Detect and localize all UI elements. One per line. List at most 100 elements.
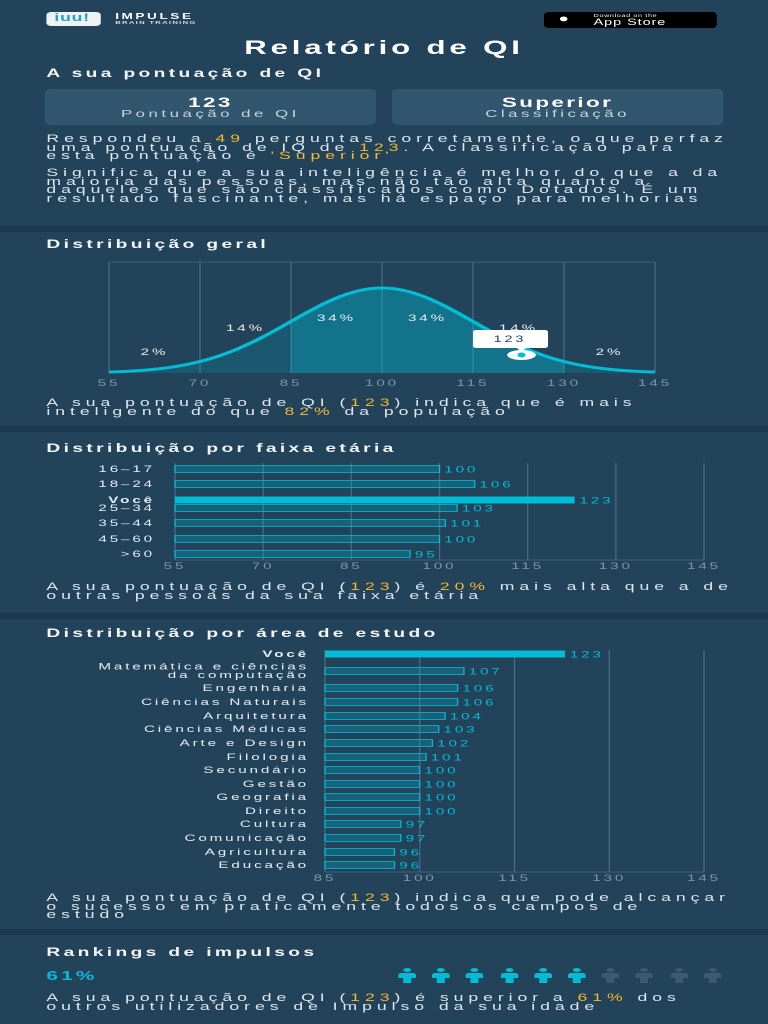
score-marker-dot — [517, 352, 526, 358]
x-tick-label: 130 — [599, 561, 633, 571]
highlight-value: 123 — [350, 992, 395, 1004]
x-tick-label: 100 — [403, 873, 437, 883]
band-label: 14% — [499, 323, 538, 333]
person-icon — [500, 968, 518, 984]
score-card: 123 Pontuação de QI — [44, 89, 377, 125]
value-label: 106 — [462, 697, 496, 707]
divider — [0, 226, 768, 232]
highlight-value: 123 — [350, 397, 395, 409]
value-label: 100 — [425, 779, 459, 789]
band-label: 14% — [226, 323, 265, 333]
category-label: Cultura — [240, 819, 309, 829]
person-icon — [466, 968, 484, 984]
category-label: 18–24 — [98, 479, 155, 489]
category-label: Ciências Médicas — [144, 724, 309, 734]
text-segment: A sua pontuação de QI ( — [46, 992, 351, 1004]
rankings-percent: 61% — [46, 968, 98, 983]
x-tick-label: 55 — [98, 378, 121, 388]
rankings-heading: Rankings de impulsos — [46, 945, 318, 959]
age-text: A sua pontuação de QI (123) é 20% mais a… — [46, 581, 734, 601]
highlight-value: 'Superior' — [270, 150, 394, 163]
category-label: Engenharia — [203, 683, 309, 693]
highlight-value: 123 — [350, 581, 395, 593]
logo[interactable]: iuu! — [46, 12, 101, 26]
page-title: Relatório de QI — [244, 37, 524, 59]
app-store-button[interactable]: ● Download on the App Store — [544, 12, 717, 28]
text-segment: Respondeu a — [46, 133, 216, 145]
x-tick-label: 115 — [498, 873, 531, 883]
highlight-value: 20% — [439, 581, 490, 593]
person-icon — [601, 968, 620, 984]
value-label: 97 — [406, 819, 429, 829]
x-tick-label: 115 — [457, 378, 490, 388]
person-icon — [703, 968, 722, 984]
category-label: Direito — [245, 806, 309, 816]
brand-tagline: BRAIN TRAINING — [115, 21, 197, 26]
bar — [324, 667, 465, 675]
band-label: 2% — [141, 347, 169, 357]
text-segment: A sua pontuação de QI ( — [46, 581, 351, 593]
bar — [324, 739, 434, 747]
bar — [174, 480, 476, 488]
value-label: 103 — [462, 503, 496, 513]
x-tick-label: 130 — [547, 378, 581, 388]
text-segment: perguntas corretamente, o que perfaz uma… — [46, 133, 728, 154]
bar — [175, 496, 575, 504]
age-section — [0, 432, 768, 613]
category-label: Gestão — [243, 779, 309, 789]
value-label: 96 — [399, 847, 422, 857]
category-label: Filologia — [227, 752, 309, 762]
curve-area-highlight — [291, 288, 564, 373]
rankings-section — [0, 935, 768, 1024]
bar — [174, 465, 441, 473]
bar — [324, 684, 459, 692]
x-tick-label: 55 — [164, 561, 187, 571]
value-label: 100 — [444, 464, 478, 474]
bar — [324, 807, 421, 815]
bar — [174, 550, 411, 558]
category-label: Arte e Design — [180, 738, 309, 748]
value-label: 106 — [462, 683, 496, 693]
value-label: 101 — [431, 752, 465, 762]
value-label: 100 — [425, 792, 459, 802]
x-tick-label: 85 — [340, 561, 363, 571]
distribution-section — [0, 232, 768, 426]
category-label: 35–44 — [98, 518, 155, 528]
text-segment: . A classificação para esta pontuação é — [46, 141, 677, 163]
value-label: 100 — [444, 534, 478, 544]
rankings-text: A sua pontuação de QI (123) é superior a… — [46, 992, 734, 1012]
person-icon — [669, 968, 688, 984]
category-label: Geografia — [216, 792, 309, 802]
highlight-value: 123 — [350, 892, 395, 904]
value-label: 123 — [579, 495, 613, 505]
text-segment: ) indica que é mais inteligente do que — [46, 397, 637, 418]
category-label: 16–17 — [98, 464, 155, 474]
x-tick-label: 115 — [511, 561, 544, 571]
bar — [324, 780, 421, 788]
bar — [324, 766, 421, 774]
value-label: 101 — [450, 518, 484, 528]
band-label: 34% — [317, 313, 356, 323]
score-heading: A sua pontuação de QI — [46, 66, 325, 80]
value-label: 103 — [444, 724, 478, 734]
x-tick-label: 85 — [280, 378, 303, 388]
highlight-value: 61% — [577, 992, 628, 1004]
x-tick-label: 145 — [687, 873, 721, 883]
text-segment: ) é superior a — [394, 992, 578, 1004]
value-label: 100 — [425, 806, 459, 816]
bar — [174, 519, 447, 527]
person-icon — [432, 968, 450, 984]
score-explanation: Respondeu a 49 perguntas corretamente, o… — [46, 133, 734, 163]
study-text: A sua pontuação de QI (123) indica que p… — [46, 892, 734, 920]
value-label: 97 — [406, 833, 429, 843]
bar — [324, 698, 459, 706]
bar — [324, 725, 440, 733]
band-label: 34% — [408, 313, 447, 323]
age-heading: Distribuição por faixa etária — [46, 441, 397, 455]
person-icon — [568, 968, 586, 984]
category-label: Você — [262, 649, 309, 659]
x-tick-label: 145 — [687, 561, 721, 571]
distribution-text: A sua pontuação de QI (123) indica que é… — [46, 397, 734, 418]
